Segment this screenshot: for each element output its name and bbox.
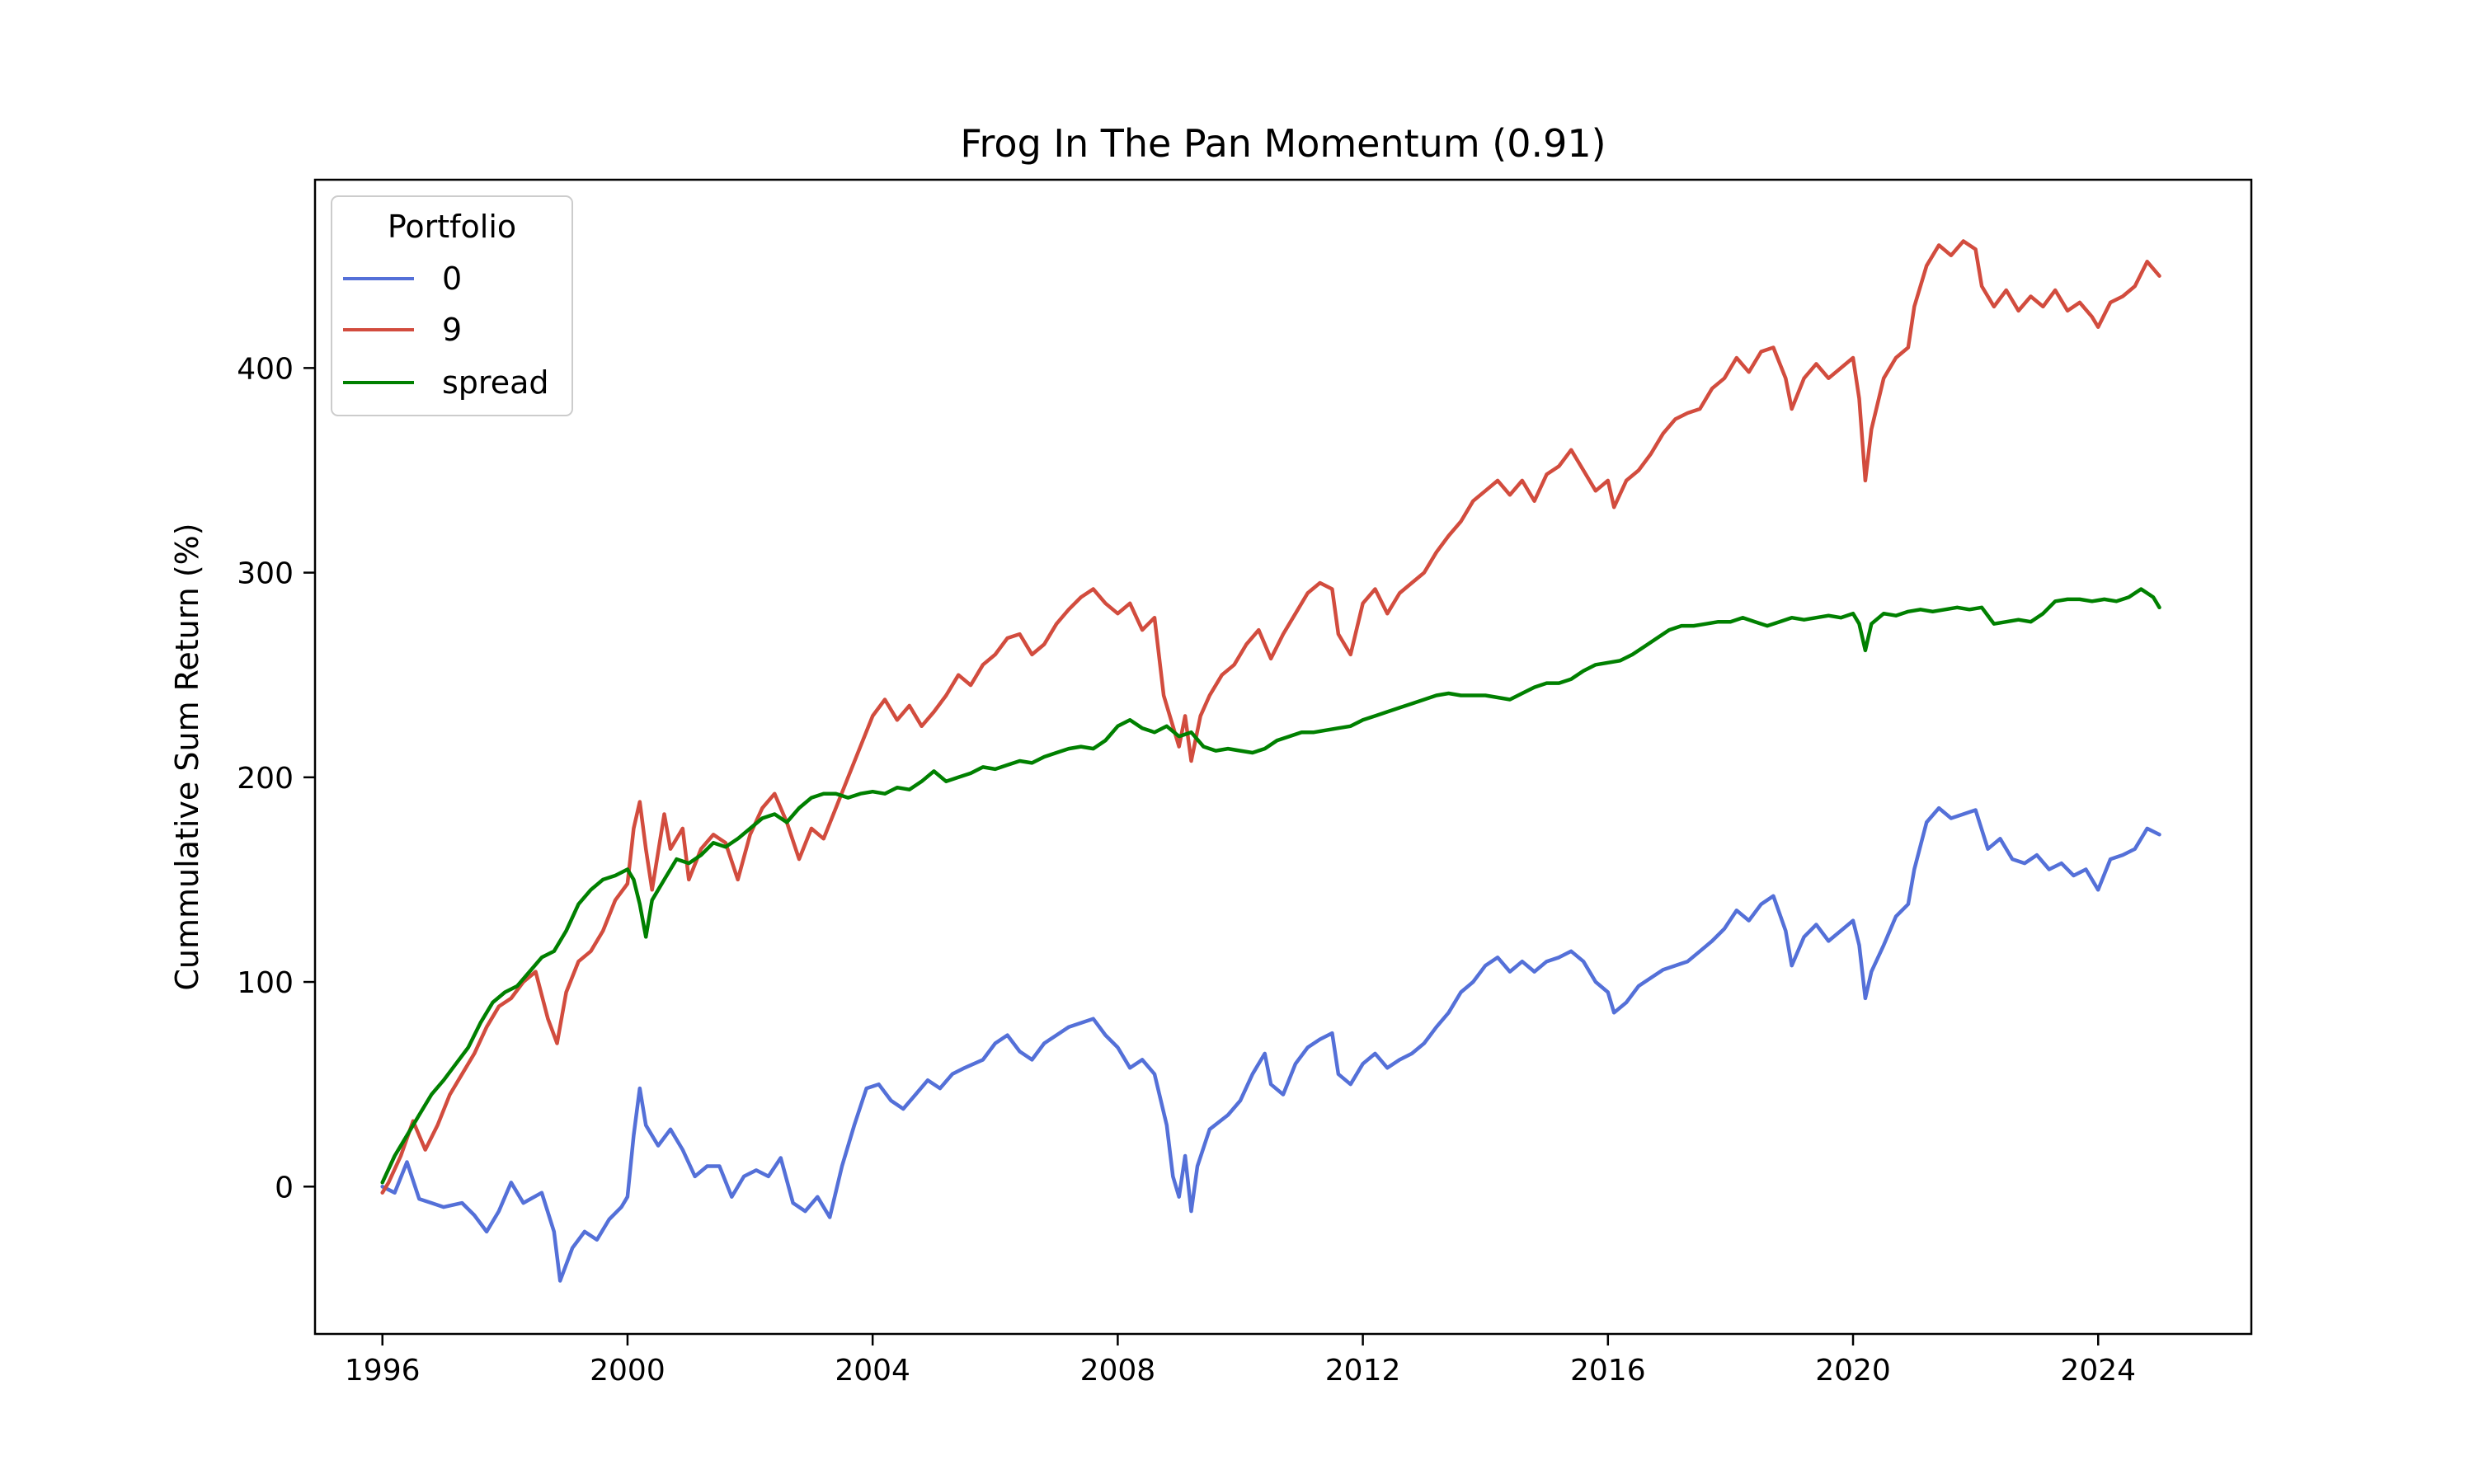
x-tick-label-2020: 2020 bbox=[1815, 1354, 1891, 1388]
series-group bbox=[380, 239, 2161, 1283]
legend-title: Portfolio bbox=[388, 209, 516, 245]
legend-label-9: 9 bbox=[442, 312, 462, 348]
x-tick-label-2004: 2004 bbox=[835, 1354, 910, 1388]
x-tick-label-2008: 2008 bbox=[1080, 1354, 1156, 1388]
series-line-0 bbox=[380, 805, 2161, 1283]
x-tick-label-2012: 2012 bbox=[1325, 1354, 1401, 1388]
plot-area-frame bbox=[313, 178, 2253, 1336]
y-tick-label-300: 300 bbox=[237, 557, 294, 591]
y-tick-label-0: 0 bbox=[275, 1171, 294, 1205]
series-line-spread bbox=[380, 587, 2161, 1185]
legend-entry-0: 0 bbox=[343, 261, 462, 297]
legend-label-0: 0 bbox=[442, 261, 462, 297]
legend-box bbox=[331, 195, 573, 416]
y-tick-label-100: 100 bbox=[237, 966, 294, 1000]
series-line-9 bbox=[380, 239, 2161, 1195]
legend: Portfolio 0 9 spread bbox=[331, 195, 573, 416]
x-axis: 1996 2000 2004 2008 2012 2016 2020 2024 bbox=[345, 1334, 2136, 1388]
y-tick-label-400: 400 bbox=[237, 352, 294, 386]
legend-entry-9: 9 bbox=[343, 312, 462, 348]
y-axis: 0 100 200 300 400 bbox=[237, 352, 315, 1205]
legend-label-spread: spread bbox=[442, 364, 549, 401]
y-tick-label-200: 200 bbox=[237, 762, 294, 796]
x-tick-label-2000: 2000 bbox=[590, 1354, 666, 1388]
x-tick-label-1996: 1996 bbox=[345, 1354, 421, 1388]
chart-title: Frog In The Pan Momentum (0.91) bbox=[960, 121, 1606, 166]
x-tick-label-2016: 2016 bbox=[1570, 1354, 1646, 1388]
x-tick-label-2024: 2024 bbox=[2060, 1354, 2136, 1388]
y-axis-label: Cummulative Sum Return (%) bbox=[169, 523, 205, 990]
legend-entry-spread: spread bbox=[343, 364, 549, 401]
